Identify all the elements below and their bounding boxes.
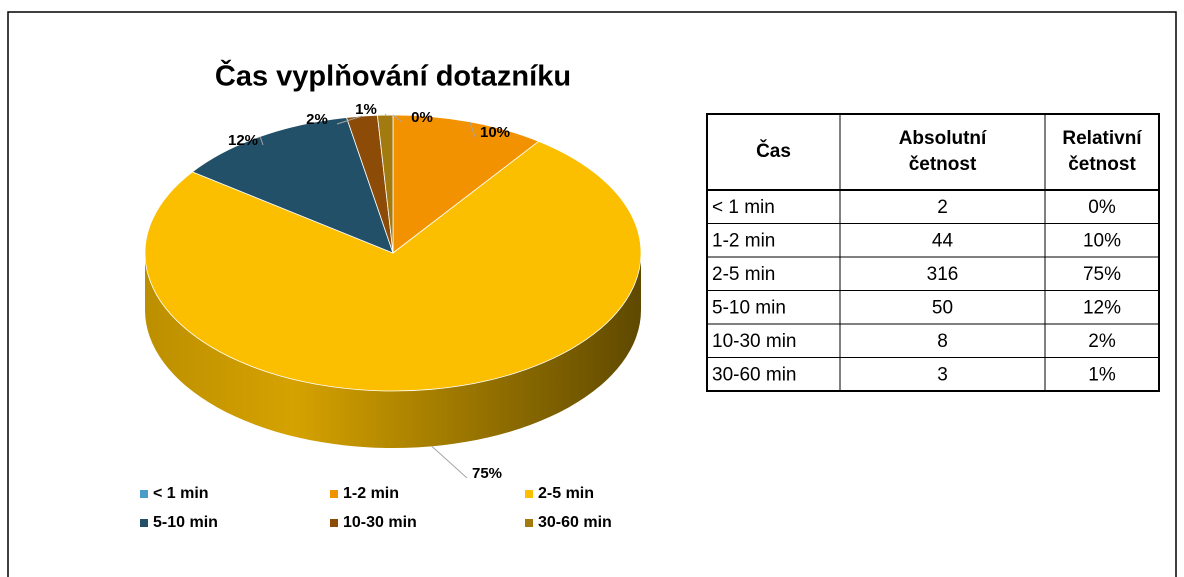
data-label: 0% xyxy=(411,109,433,126)
legend-label: 10-30 min xyxy=(343,514,417,531)
table-header: Absolutní xyxy=(899,128,987,149)
chart-title: Čas vyplňování dotazníku xyxy=(215,59,571,93)
leader-line xyxy=(259,136,264,146)
legend-label: < 1 min xyxy=(153,485,209,502)
table-header: četnost xyxy=(909,154,977,175)
table-cell: 2-5 min xyxy=(712,264,775,285)
table-cell: 30-60 min xyxy=(712,364,797,385)
table-border xyxy=(706,113,1160,392)
legend-swatch xyxy=(140,490,148,498)
table-cell: 2 xyxy=(937,197,948,218)
table-header: Relativní xyxy=(1062,128,1142,149)
legend-swatch xyxy=(140,519,148,527)
table-cell: 44 xyxy=(932,230,954,251)
table-cell: 1-2 min xyxy=(712,230,775,251)
table-cell: 316 xyxy=(927,264,959,285)
data-label: 12% xyxy=(228,132,258,149)
table-cell: 2% xyxy=(1088,331,1116,352)
leader-line xyxy=(336,115,363,125)
pie-side xyxy=(145,253,641,448)
data-label: 1% xyxy=(355,101,377,118)
frame xyxy=(7,11,1177,577)
legend-swatch xyxy=(525,519,533,527)
legend-swatch xyxy=(330,519,338,527)
table-header: četnost xyxy=(1068,154,1136,175)
legend-swatch xyxy=(525,490,533,498)
legend-label: 1-2 min xyxy=(343,485,399,502)
leader-line xyxy=(431,445,468,479)
table-cell: < 1 min xyxy=(712,197,775,218)
legend-label: 30-60 min xyxy=(538,514,612,531)
pie-slice xyxy=(144,140,642,392)
table-header: Čas xyxy=(756,140,791,162)
table-cell: 10-30 min xyxy=(712,331,797,352)
data-label: 75% xyxy=(472,465,502,482)
table-cell: 5-10 min xyxy=(712,297,786,318)
table-cell: 3 xyxy=(937,364,948,385)
leader-line xyxy=(469,121,476,138)
legend-label: 5-10 min xyxy=(153,514,218,531)
table-cell: 8 xyxy=(937,331,948,352)
table-cell: 0% xyxy=(1088,197,1116,218)
data-label: 2% xyxy=(306,111,328,128)
leader-line xyxy=(392,114,403,123)
legend-swatch xyxy=(330,490,338,498)
table-cell: 50 xyxy=(932,297,953,318)
data-label: 10% xyxy=(480,124,510,141)
table-cell: 1% xyxy=(1088,364,1116,385)
table-cell: 75% xyxy=(1083,264,1121,285)
leader-line xyxy=(384,113,387,116)
table-cell: 10% xyxy=(1083,230,1121,251)
legend-label: 2-5 min xyxy=(538,485,594,502)
table-cell: 12% xyxy=(1083,297,1121,318)
